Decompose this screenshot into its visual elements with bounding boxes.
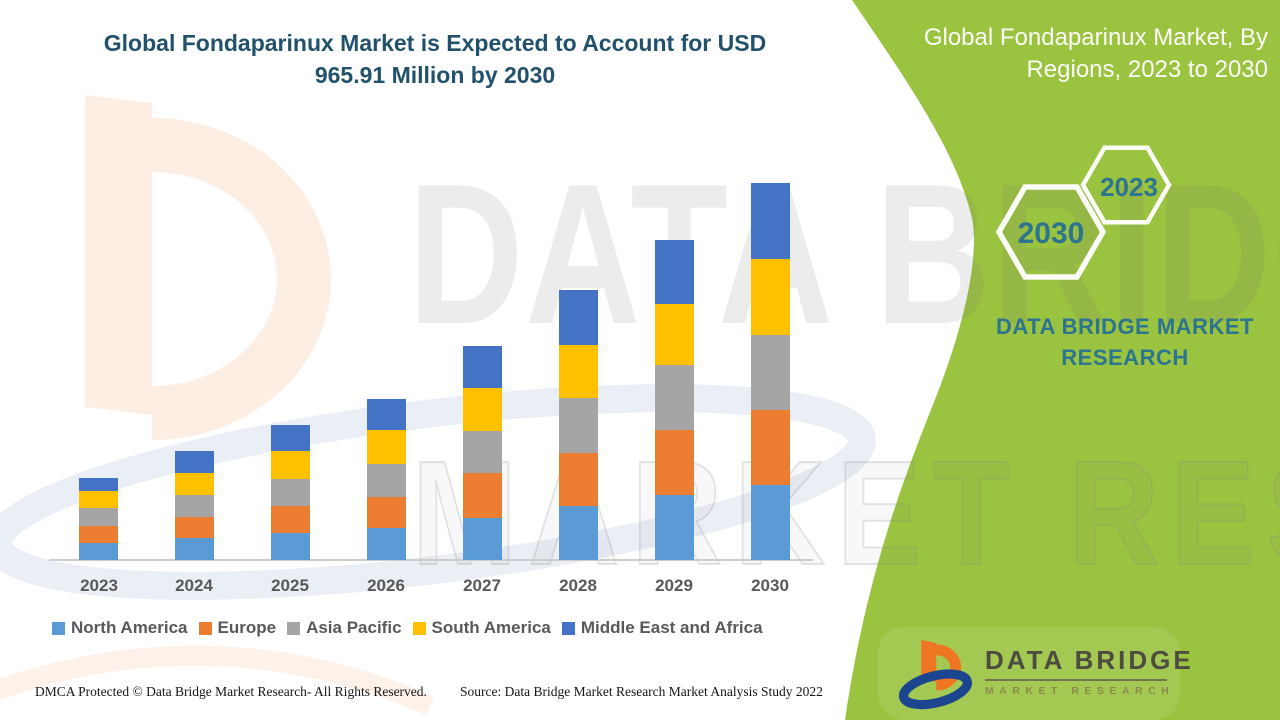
bar-segment-south-america (655, 303, 694, 366)
bar-segment-asia-pacific (751, 334, 790, 410)
logo-bowl (935, 644, 962, 691)
hexagon-2030-label: 2030 (1017, 217, 1085, 250)
bar-2029 (655, 240, 694, 560)
bar-segment-asia-pacific (655, 365, 694, 431)
bar-segment-asia-pacific (463, 430, 502, 473)
x-axis-label-2030: 2030 (751, 576, 789, 595)
x-axis-label-2024: 2024 (175, 576, 213, 595)
legend-label: North America (71, 618, 188, 637)
data-bridge-logo-icon (898, 639, 973, 710)
bar-segment-north-america (559, 505, 598, 560)
logo-stem (921, 639, 937, 682)
x-axis-line (49, 559, 813, 561)
bar-segment-north-america (463, 517, 502, 560)
x-axis-label-2027: 2027 (463, 576, 501, 595)
bar-segment-europe (559, 452, 598, 506)
bar-segment-south-america (559, 344, 598, 398)
legend-label: Middle East and Africa (580, 618, 763, 637)
bar-segment-europe (79, 525, 118, 543)
bar-segment-south-america (271, 451, 310, 480)
x-axis-label-2028: 2028 (559, 576, 597, 595)
bar-2025 (271, 425, 310, 560)
x-axis-label-2023: 2023 (80, 576, 118, 595)
hexagon-2023-label: 2023 (1100, 172, 1158, 202)
brand-tagline: MARKET RESEARCH (985, 685, 1175, 697)
bar-segment-north-america (271, 532, 310, 560)
bar-segment-asia-pacific (367, 463, 406, 497)
bar-segment-asia-pacific (175, 495, 214, 517)
brand-rule (985, 679, 1167, 681)
brand-name: DATA BRIDGE (985, 645, 1194, 675)
bar-2028 (559, 290, 598, 560)
bar-segment-middle-east-and-africa (271, 425, 310, 452)
bar-segment-europe (271, 506, 310, 533)
footer-source-text: Source: Data Bridge Market Research Mark… (460, 684, 823, 699)
panel-heading-line2: Regions, 2023 to 2030 (1026, 56, 1268, 83)
legend-label: South America (431, 618, 551, 637)
chart-legend: North America Europe Asia Pacific South Ame… (52, 618, 763, 638)
bar-segment-middle-east-and-africa (367, 398, 406, 431)
brand-logo-text: DATA BRIDGE MARKET RESEARCH (985, 645, 1194, 697)
panel-heading: Global Fondaparinux Market, By Regions, … (888, 22, 1268, 86)
bar-segment-europe (175, 516, 214, 539)
footer-dmca-text: DMCA Protected © Data Bridge Market Rese… (35, 684, 427, 699)
bar-segment-europe (751, 409, 790, 485)
bar-segment-middle-east-and-africa (175, 451, 214, 473)
bar-segment-middle-east-and-africa (79, 477, 118, 492)
bar-segment-asia-pacific (559, 397, 598, 453)
bar-2030 (751, 183, 790, 560)
legend-item-south-america: South America (412, 618, 551, 638)
bar-2027 (463, 346, 502, 560)
bar-2023 (79, 477, 118, 560)
legend-item-middle-east-and-africa: Middle East and Africa (561, 618, 763, 638)
bar-segment-south-america (751, 258, 790, 335)
legend-swatch-icon (412, 621, 426, 635)
x-axis-label-2029: 2029 (655, 576, 693, 595)
legend-item-asia-pacific: Asia Pacific (287, 618, 402, 638)
page-title-line1: Global Fondaparinux Market is Expected t… (103, 30, 767, 56)
bar-segment-north-america (751, 484, 790, 560)
bar-segment-north-america (79, 542, 118, 560)
legend-label: Europe (217, 618, 277, 637)
bar-segment-north-america (367, 528, 406, 560)
bar-segment-middle-east-and-africa (655, 240, 694, 304)
bar-segment-south-america (175, 472, 214, 496)
page-title: Global Fondaparinux Market is Expected t… (60, 27, 810, 91)
bar-segment-south-america (463, 388, 502, 431)
legend-label: Asia Pacific (306, 618, 402, 637)
legend-swatch-icon (561, 621, 575, 635)
panel-heading-line1: Global Fondaparinux Market, By (923, 24, 1268, 51)
legend-swatch-icon (287, 621, 301, 635)
legend-swatch-icon (52, 621, 65, 635)
bar-segment-europe (367, 496, 406, 528)
bar-segment-middle-east-and-africa (751, 183, 790, 259)
bar-segment-middle-east-and-africa (463, 346, 502, 389)
x-axis-label-2026: 2026 (367, 576, 405, 595)
bar-2026 (367, 398, 406, 560)
legend-item-north-america: North America (52, 618, 188, 638)
bar-segment-north-america (175, 538, 214, 560)
logo-swoosh (898, 669, 973, 710)
bar-2024 (175, 451, 214, 560)
bar-segment-europe (655, 430, 694, 496)
bar-segment-south-america (79, 491, 118, 509)
page-title-line2: 965.91 Million by 2030 (314, 62, 556, 88)
bar-segment-asia-pacific (271, 479, 310, 507)
legend-item-europe: Europe (198, 618, 277, 638)
legend-swatch-icon (198, 621, 212, 635)
bar-segment-middle-east-and-africa (559, 290, 598, 345)
bar-segment-asia-pacific (79, 508, 118, 526)
x-axis-label-2025: 2025 (271, 576, 309, 595)
bar-segment-south-america (367, 430, 406, 464)
bar-segment-north-america (655, 495, 694, 560)
bar-segment-europe (463, 472, 502, 518)
panel-brand-caption: DATA BRIDGE MARKET RESEARCH (996, 314, 1254, 370)
